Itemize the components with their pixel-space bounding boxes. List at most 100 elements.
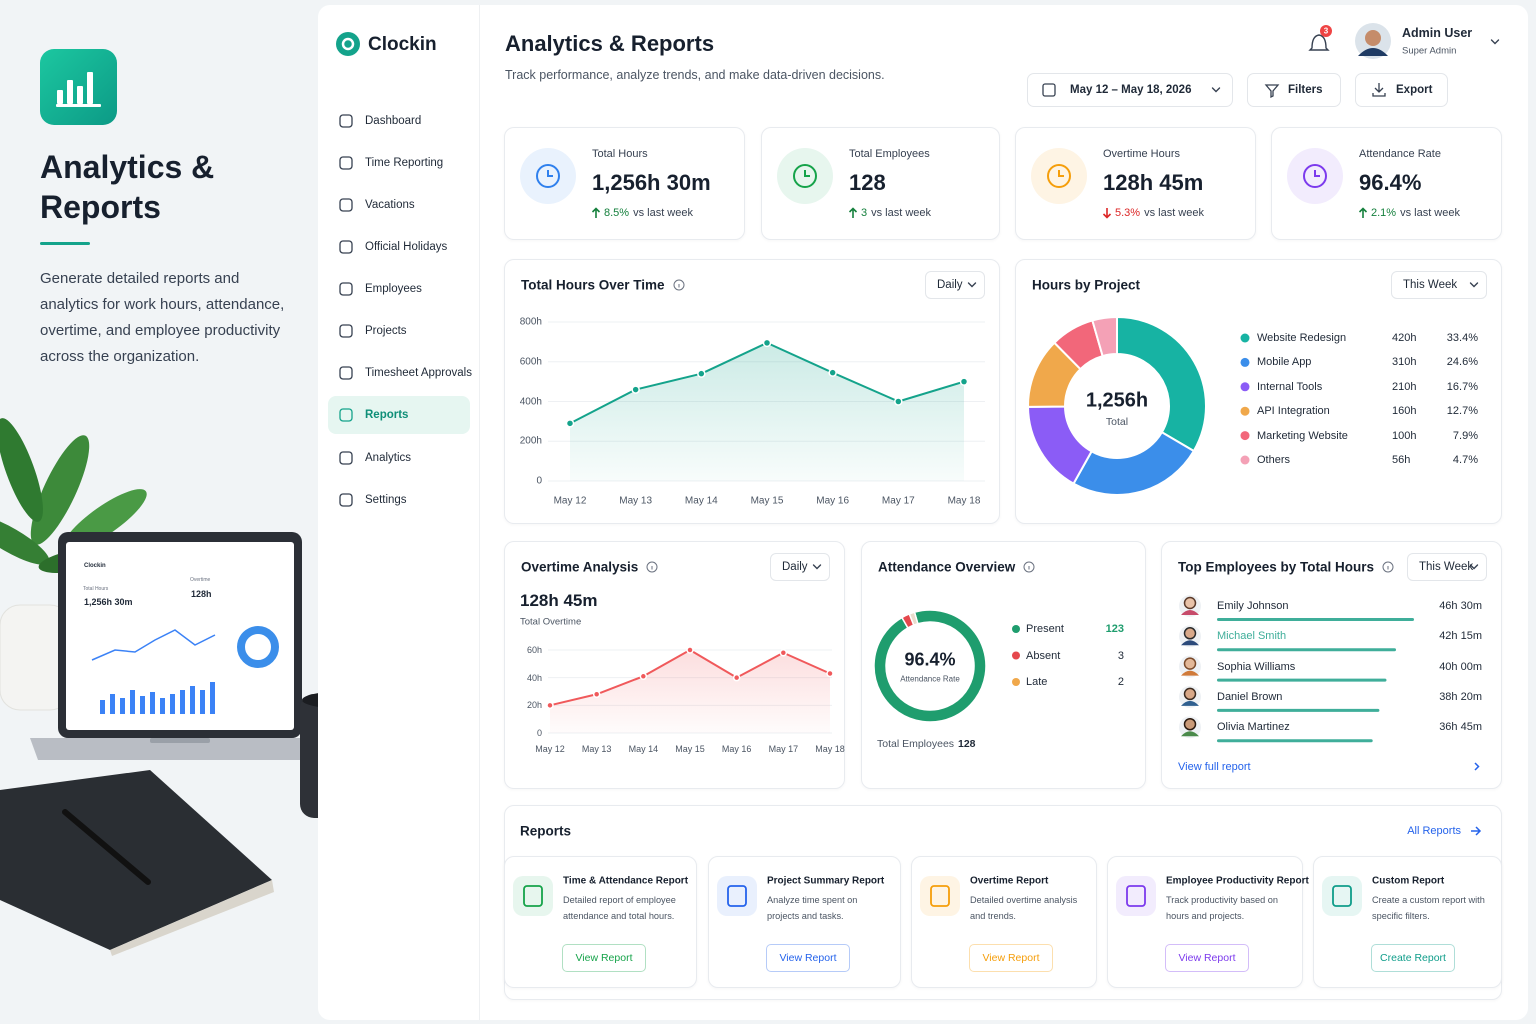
nav-item[interactable]: Settings xyxy=(365,494,407,506)
nav-item[interactable]: Vacations xyxy=(365,199,415,211)
view-full-report[interactable]: View full report xyxy=(1178,761,1251,773)
legend-value: 100h xyxy=(1392,429,1417,442)
report-description: Track productivity based on hours and pr… xyxy=(1166,895,1279,921)
x-tick-label: May 16 xyxy=(816,495,850,507)
brand-name: Clockin xyxy=(368,34,437,55)
mug xyxy=(300,693,318,818)
employee-name: Emily Johnson xyxy=(1217,600,1289,612)
selector-label[interactable]: Daily xyxy=(937,279,963,291)
legend-share: 4.7% xyxy=(1452,454,1478,466)
legend-value: 420h xyxy=(1392,332,1417,344)
kpi-change-value: 3 xyxy=(861,207,868,219)
y-tick-label: 20h xyxy=(526,700,542,711)
report-title: Overtime Report xyxy=(970,875,1049,887)
y-tick-label: 60h xyxy=(526,645,542,655)
selector-label[interactable]: Daily xyxy=(782,561,808,573)
nav-item[interactable]: Dashboard xyxy=(365,115,422,127)
laptop-brand: Clockin xyxy=(84,563,106,569)
chart-title: Overtime Analysis xyxy=(521,559,639,575)
nav-item[interactable]: Timesheet Approvals xyxy=(365,367,472,379)
reports-title: Reports xyxy=(520,823,572,839)
x-tick-label: May 12 xyxy=(535,744,565,754)
kpi-label: Attendance Rate xyxy=(1359,148,1441,160)
notebook xyxy=(0,770,274,956)
mug-brand: Clockin xyxy=(324,771,370,787)
y-tick-label: 400h xyxy=(519,396,542,407)
export-label[interactable]: Export xyxy=(1396,84,1433,96)
legend-value: 2 xyxy=(1117,676,1124,688)
x-tick-label: May 12 xyxy=(553,495,587,507)
kpi-change-suffix: vs last week xyxy=(871,207,932,219)
date-range[interactable]: May 12 – May 18, 2026 xyxy=(1070,84,1192,96)
hero-description: Generate detailed reports and analytics … xyxy=(40,270,285,365)
logo-bars xyxy=(56,72,101,107)
report-button-label[interactable]: View Report xyxy=(982,952,1040,964)
report-button[interactable] xyxy=(562,944,646,972)
employee-name: Sophia Williams xyxy=(1217,660,1296,673)
kpi-label: Total Hours xyxy=(592,148,648,160)
selector-label[interactable]: This Week xyxy=(1419,561,1474,573)
y-tick-label: 40h xyxy=(526,672,542,683)
laptop-value: 128h xyxy=(191,589,212,599)
legend-share: 16.7% xyxy=(1446,380,1478,393)
selector[interactable] xyxy=(770,553,830,581)
kpi-label: Overtime Hours xyxy=(1103,148,1181,160)
nav-item[interactable]: Reports xyxy=(365,409,409,421)
page-subtitle: Track performance, analyze trends, and m… xyxy=(505,68,885,82)
laptop-value: 1,256h 30m xyxy=(84,597,133,607)
legend-value: 123 xyxy=(1105,623,1124,635)
selector-label[interactable]: This Week xyxy=(1403,279,1458,291)
report-button[interactable] xyxy=(969,944,1053,972)
kpi-change-suffix: vs last week xyxy=(1400,207,1460,219)
chart-title: Attendance Overview xyxy=(878,559,1016,575)
filters-button[interactable] xyxy=(1247,73,1341,107)
nav-item[interactable]: Official Holidays xyxy=(365,241,448,253)
legend-label: Mobile App xyxy=(1257,356,1312,369)
kpi-change-value: 5.3% xyxy=(1115,207,1141,219)
ring-center-value: 96.4% xyxy=(904,649,956,670)
kpi-change-value: 2.1% xyxy=(1371,207,1397,219)
export-button[interactable] xyxy=(1355,73,1448,107)
kpi-change: 2.1% vs last week xyxy=(1371,207,1460,219)
report-button[interactable] xyxy=(1165,944,1249,972)
all-reports-link[interactable]: All Reports xyxy=(1407,825,1461,837)
employee-hours: 38h 20m xyxy=(1439,690,1482,703)
nav-item[interactable]: Analytics xyxy=(365,452,412,464)
employee-hours: 46h 30m xyxy=(1439,600,1482,612)
legend-value: 160h xyxy=(1392,405,1417,418)
x-tick-label: May 14 xyxy=(628,744,659,754)
employee-hours: 40h 00m xyxy=(1439,660,1482,673)
legend-label: Absent xyxy=(1026,649,1061,662)
overtime-total-label: Total Overtime xyxy=(520,616,582,628)
legend-share: 33.4% xyxy=(1446,332,1478,344)
selector[interactable] xyxy=(1391,271,1487,299)
page-title: Analytics & Reports xyxy=(505,31,715,56)
kpi-value: 128 xyxy=(849,170,886,195)
report-description: Create a custom report with specific fil… xyxy=(1372,895,1485,921)
legend-share: 7.9% xyxy=(1452,429,1478,442)
nav-item[interactable]: Time Reporting xyxy=(365,157,444,169)
legend-label: Others xyxy=(1257,454,1291,466)
app-logo xyxy=(40,49,117,125)
report-button-label[interactable]: View Report xyxy=(1178,952,1236,964)
footer-value: 128 xyxy=(958,738,976,750)
footer-label: Total Employees xyxy=(877,738,955,750)
report-button-label[interactable]: View Report xyxy=(575,952,633,964)
kpi-change: 8.5% vs last week xyxy=(604,207,693,219)
employee-name: Michael Smith xyxy=(1217,630,1287,643)
nav-item[interactable]: Employees xyxy=(365,283,422,295)
kpi-change-value: 8.5% xyxy=(604,207,630,219)
date-range-button[interactable] xyxy=(1027,73,1233,107)
report-button-label[interactable]: Create Report xyxy=(1380,952,1446,964)
report-button-label[interactable]: View Report xyxy=(779,952,837,964)
kpi-value: 96.4% xyxy=(1359,170,1422,195)
nav-item[interactable]: Projects xyxy=(365,325,407,337)
report-button[interactable] xyxy=(1371,944,1455,972)
report-button[interactable] xyxy=(766,944,850,972)
ring-center-label: Attendance Rate xyxy=(900,674,960,684)
donut-center-label: Total xyxy=(1105,416,1129,428)
kpi-value: 1,256h 30m xyxy=(592,170,711,195)
report-description: Detailed overtime analysis and trends. xyxy=(970,895,1078,921)
filters-label[interactable]: Filters xyxy=(1288,84,1323,96)
